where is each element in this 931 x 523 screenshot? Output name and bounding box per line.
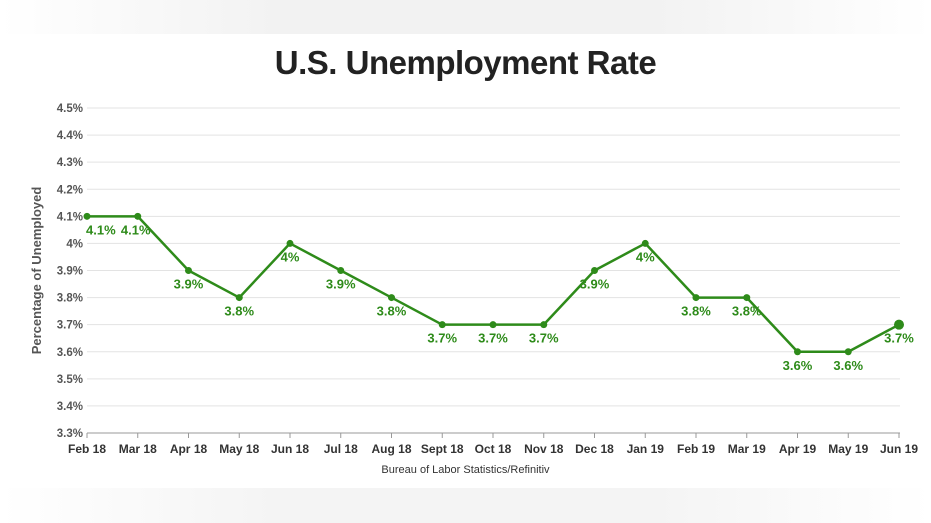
data-point [438, 321, 446, 329]
x-tick-label: Jun 19 [880, 442, 918, 456]
y-tick-label: 3.3% [57, 428, 83, 440]
y-tick-label: 4.1% [57, 211, 83, 223]
data-point [489, 321, 497, 329]
data-label: 3.8% [732, 304, 762, 319]
data-label: 3.9% [326, 277, 356, 292]
x-tick-label: Feb 18 [68, 442, 106, 456]
data-point [235, 294, 243, 302]
y-axis-ticks: 4.5% 4.4% 4.3% 4.2% 4.1% 4% 3.9% 3.8% 3.7% 3.6% 3.… [57, 103, 83, 440]
y-tick-label: 4.3% [57, 157, 83, 169]
data-point [286, 239, 294, 247]
x-tick-label: Apr 18 [170, 442, 208, 456]
x-tick-label: May 19 [828, 442, 868, 456]
data-label: 3.7% [884, 331, 914, 346]
x-tick-label: Oct 18 [475, 442, 512, 456]
data-label: 3.6% [783, 358, 813, 373]
x-tick-label: Sept 18 [421, 442, 464, 456]
data-point [894, 319, 904, 330]
data-label: 3.6% [833, 358, 863, 373]
y-tick-label: 3.4% [57, 401, 83, 413]
x-tick-label: Apr 19 [779, 442, 817, 456]
data-label: 3.7% [529, 331, 559, 346]
source-caption: Bureau of Labor Statistics/Refinitiv [381, 464, 550, 476]
data-point [540, 321, 548, 329]
y-tick-label: 4% [66, 238, 83, 250]
x-tick-label: May 18 [219, 442, 259, 456]
y-tick-label: 4.2% [57, 184, 83, 196]
x-tick-label: Jun 18 [271, 442, 309, 456]
data-label: 4% [636, 249, 655, 264]
y-tick-label: 3.8% [57, 293, 83, 305]
data-point [641, 239, 649, 247]
data-point [134, 212, 142, 220]
data-point [794, 348, 801, 356]
x-tick-label: Jul 18 [324, 442, 358, 456]
x-tick-label: Feb 19 [677, 442, 715, 456]
data-label: 3.7% [427, 331, 457, 346]
data-label: 4.1% [86, 222, 116, 237]
data-label: 3.8% [377, 304, 407, 319]
data-label: 3.8% [224, 304, 254, 319]
data-label: 3.9% [580, 277, 610, 292]
x-tick-label: Aug 18 [371, 442, 411, 456]
x-tick-label: Nov 18 [524, 442, 564, 456]
x-tick-label: Dec 18 [575, 442, 614, 456]
data-point [185, 267, 192, 274]
data-label: 3.8% [681, 304, 711, 319]
header-band [0, 0, 931, 34]
y-tick-label: 3.5% [57, 374, 83, 386]
y-tick-label: 4.5% [57, 103, 83, 115]
data-label: 3.7% [478, 331, 508, 346]
data-point [844, 348, 852, 356]
footer-band [0, 488, 931, 523]
data-labels: 4.1% 4.1% 3.9% 3.8% 4% 3.9% 3.8% 3.7% 3.7% 3.7% 3.… [86, 222, 914, 372]
x-tick-label: Mar 19 [728, 442, 766, 456]
data-point [337, 267, 345, 274]
data-label: 4.1% [121, 222, 151, 237]
data-point [388, 294, 395, 302]
y-tick-label: 3.9% [57, 266, 83, 278]
y-tick-label: 3.7% [57, 320, 83, 332]
x-tick-label: Mar 18 [119, 442, 157, 456]
x-axis-ticks: Feb 18 Mar 18 Apr 18 May 18 Jun 18 Jul 18 Aug … [68, 433, 918, 456]
chart-title: U.S. Unemployment Rate [274, 44, 657, 81]
data-point [743, 294, 751, 302]
y-axis-label: Percentage of Unemployed [29, 187, 44, 355]
y-tick-label: 4.4% [57, 130, 83, 142]
grid-lines [87, 107, 900, 434]
data-point [591, 267, 598, 274]
y-tick-label: 3.6% [57, 347, 83, 359]
data-label: 3.9% [174, 277, 204, 292]
data-point [692, 294, 700, 302]
x-tick-label: Jan 19 [627, 442, 665, 456]
series-unemployment [83, 212, 904, 356]
data-point [83, 212, 91, 220]
data-label: 4% [281, 249, 300, 264]
